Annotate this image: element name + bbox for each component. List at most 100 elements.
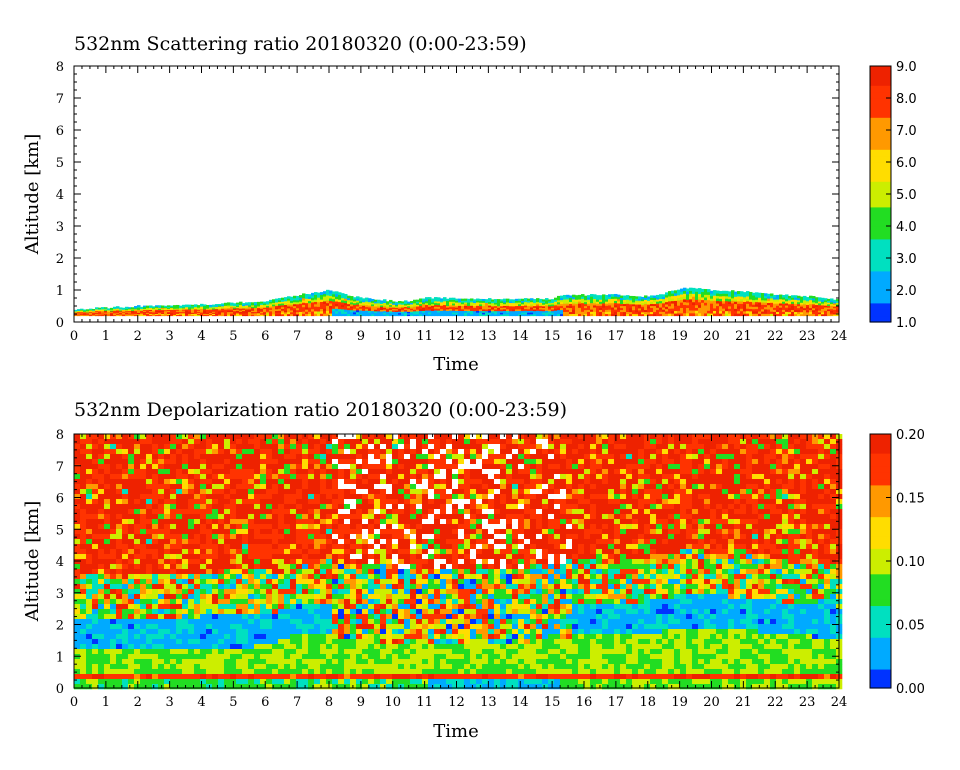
colorbar-swatch	[870, 503, 891, 511]
colorbar-swatch	[870, 296, 891, 304]
x-tick-label: 2	[134, 695, 142, 710]
colorbar-tick-label: 0.05	[896, 619, 925, 634]
colorbar-swatch	[870, 309, 891, 317]
y-tick-label: 7	[56, 460, 64, 475]
x-tick-label: 11	[416, 329, 433, 344]
x-tick-label: 18	[639, 329, 656, 344]
depolarization-ratio-colorbar: 0.20 0.15 0.10 0.05 0.00	[869, 428, 925, 697]
colorbar-swatch	[870, 130, 891, 137]
colorbar-swatch	[870, 91, 891, 99]
y-tick-label: 2	[56, 619, 64, 634]
y-tick-label: 8	[56, 60, 64, 75]
colorbar-swatch	[870, 567, 891, 575]
colorbar-swatch	[870, 491, 891, 499]
x-tick-label: 4	[197, 695, 205, 710]
colorbar-swatch	[870, 561, 891, 568]
colorbar-tick-label: 0.10	[896, 555, 925, 570]
y-tick-label: 3	[56, 220, 64, 235]
colorbar-swatch	[870, 465, 891, 473]
x-tick-label: 7	[293, 329, 301, 344]
colorbar-swatch	[870, 149, 891, 157]
colorbar-swatch	[870, 290, 891, 297]
y-tick-label: 6	[56, 492, 64, 507]
depolarization-ratio-title: 532nm Depolarization ratio 20180320 (0:0…	[74, 399, 567, 421]
colorbar-tick-label: 4.0	[896, 220, 917, 235]
x-tick-label: 3	[165, 329, 173, 344]
scattering-ratio-plot	[74, 287, 840, 317]
x-tick-label: 9	[357, 329, 365, 344]
x-tick-label: 14	[512, 329, 529, 344]
colorbar-swatch	[870, 446, 891, 454]
colorbar-swatch	[870, 315, 891, 323]
colorbar-swatch	[870, 516, 891, 524]
colorbar-tick-label: 0.20	[896, 428, 925, 443]
x-tick-label: 19	[671, 695, 688, 710]
depolarization-ratio-x-ticks: 0 1 2 3 4 5 6 7 8 9 10 11 12 13 14 15 16 17 18 19 20 21 22 23 24	[70, 434, 847, 710]
depolarization-ratio-y-ticks: 0 1 2 3 4 5 6 7 8	[56, 428, 839, 697]
y-tick-label: 8	[56, 428, 64, 443]
colorbar-swatch	[870, 117, 891, 125]
x-tick-label: 5	[229, 329, 237, 344]
colorbar-swatch	[870, 206, 891, 214]
colorbar-swatch	[870, 194, 891, 201]
colorbar-tick-label: 2.0	[896, 284, 917, 299]
colorbar-swatch	[870, 181, 891, 189]
x-tick-label: 24	[831, 329, 848, 344]
colorbar-swatch	[870, 85, 891, 93]
colorbar-tick-label: 6.0	[896, 156, 917, 171]
x-tick-label: 21	[735, 329, 752, 344]
colorbar-swatch	[870, 174, 891, 182]
depolarization-ratio-x-label: Time	[433, 721, 478, 742]
colorbar-swatch	[870, 226, 891, 233]
x-tick-label: 1	[102, 695, 110, 710]
colorbar-tick-label: 0.00	[896, 682, 925, 697]
colorbar-swatch	[870, 142, 891, 150]
x-tick-label: 4	[197, 329, 205, 344]
colorbar-swatch	[870, 213, 891, 221]
scattering-ratio-colorbar: 9.0 8.0 7.0 6.0 5.0 4.0 3.0 2.0 1.0	[869, 60, 917, 331]
x-tick-label: 16	[576, 695, 593, 710]
x-tick-label: 16	[576, 329, 593, 344]
x-tick-label: 20	[703, 695, 720, 710]
colorbar-swatch	[870, 187, 891, 195]
colorbar-swatch	[870, 155, 891, 163]
colorbar-swatch	[870, 586, 891, 594]
colorbar-swatch	[870, 522, 891, 530]
x-tick-label: 22	[767, 695, 784, 710]
x-tick-label: 10	[384, 695, 401, 710]
colorbar-swatch	[870, 110, 891, 118]
x-tick-label: 17	[608, 695, 625, 710]
x-tick-label: 20	[703, 329, 720, 344]
x-tick-label: 11	[416, 695, 433, 710]
x-tick-label: 14	[512, 695, 529, 710]
colorbar-tick-label: 3.0	[896, 252, 917, 267]
y-tick-label: 1	[56, 650, 64, 665]
x-tick-label: 19	[671, 329, 688, 344]
colorbar-swatch	[870, 453, 891, 460]
colorbar-swatch	[870, 624, 891, 632]
x-tick-label: 13	[480, 329, 497, 344]
colorbar-swatch	[870, 104, 891, 112]
colorbar-swatch	[870, 168, 891, 176]
depolarization-ratio-y-label: Altitude [km]	[22, 501, 43, 623]
colorbar-swatch	[870, 302, 891, 310]
colorbar-swatch	[870, 459, 891, 467]
scattering-ratio-x-ticks: 0 1 2 3 4 5 6 7 8 9 10 11 12 13 14 15 16 17 18 19 20 21 22 23 24	[70, 66, 847, 344]
colorbar-swatch	[870, 162, 891, 169]
colorbar-swatch	[870, 484, 891, 492]
colorbar-swatch	[870, 535, 891, 543]
colorbar-swatch	[870, 548, 891, 556]
colorbar-swatch	[870, 649, 891, 657]
colorbar-swatch	[870, 599, 891, 607]
colorbar-swatch	[870, 656, 891, 664]
x-tick-label: 23	[799, 329, 816, 344]
colorbar-swatch	[870, 592, 891, 600]
scattering-ratio-x-label: Time	[433, 354, 478, 375]
colorbar-tick-label: 0.15	[896, 492, 925, 507]
x-tick-label: 15	[544, 695, 561, 710]
y-tick-label: 6	[56, 124, 64, 139]
colorbar-swatch	[870, 277, 891, 285]
x-tick-label: 2	[134, 329, 142, 344]
x-tick-label: 8	[325, 695, 333, 710]
